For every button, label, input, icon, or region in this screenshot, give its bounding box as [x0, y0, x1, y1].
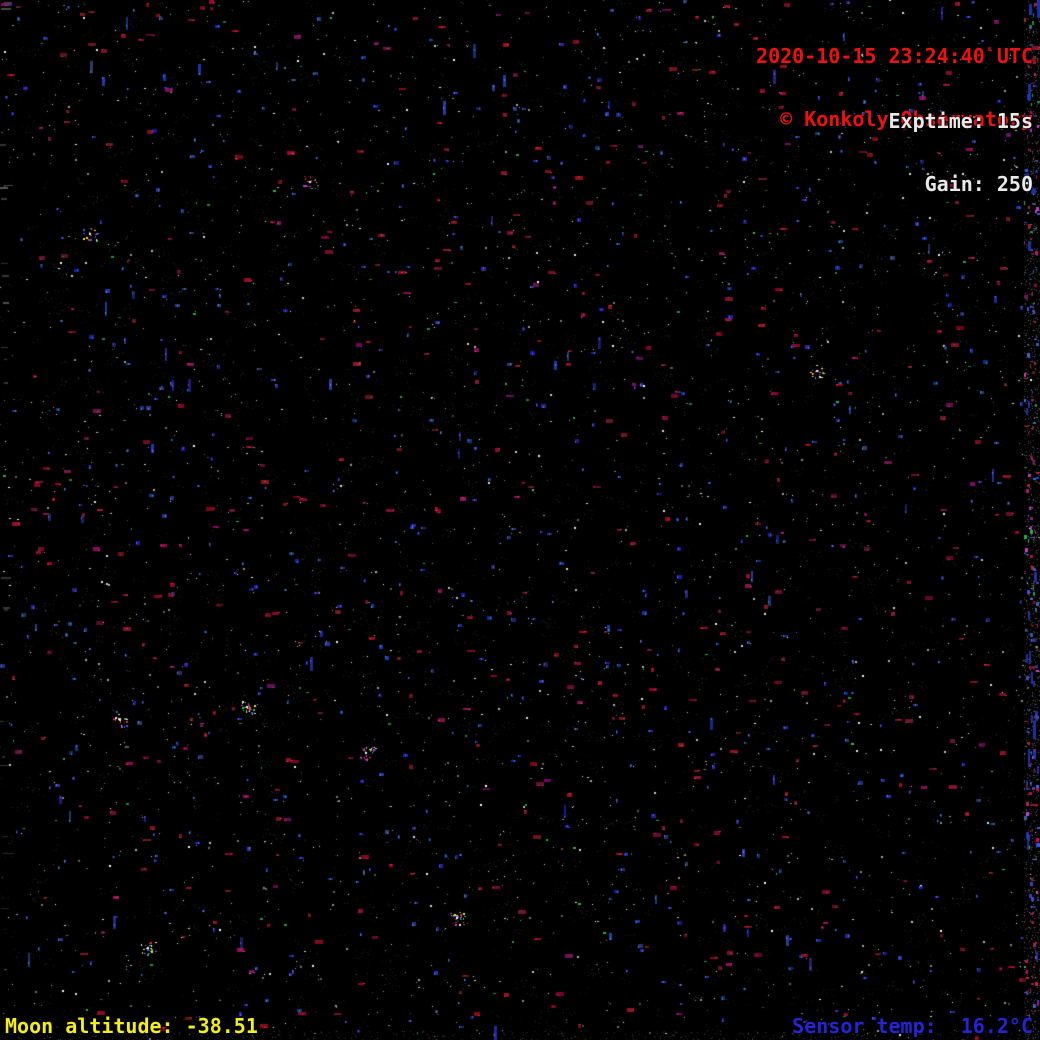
timestamp-text: 2020-10-15 23:24:40 UTC [756, 44, 1033, 68]
capture-header-overlay: 2020-10-15 23:24:40 UTC © Konkoly Observ… [756, 4, 1033, 172]
observatory-credit: © Konkoly Observatory [780, 107, 1033, 131]
moon-altitude-line: Moon altitude: -38.51 [5, 1014, 258, 1038]
weather-readings-overlay: Sensor temp: 16.2°C Humidity: 92.5 % Tem… [792, 974, 1033, 1040]
exptime-line: Exptime: 15s [888, 109, 1034, 133]
sensor-temp-line: Sensor temp: 16.2°C [792, 1014, 1033, 1038]
astro-readings-overlay: Moon altitude: -38.51 Sun altitude: -49.… [5, 974, 258, 1040]
gain-line: Gain: 250 [924, 172, 1033, 196]
camera-settings-overlay: Exptime: 15s Gain: 250 [889, 69, 1034, 237]
